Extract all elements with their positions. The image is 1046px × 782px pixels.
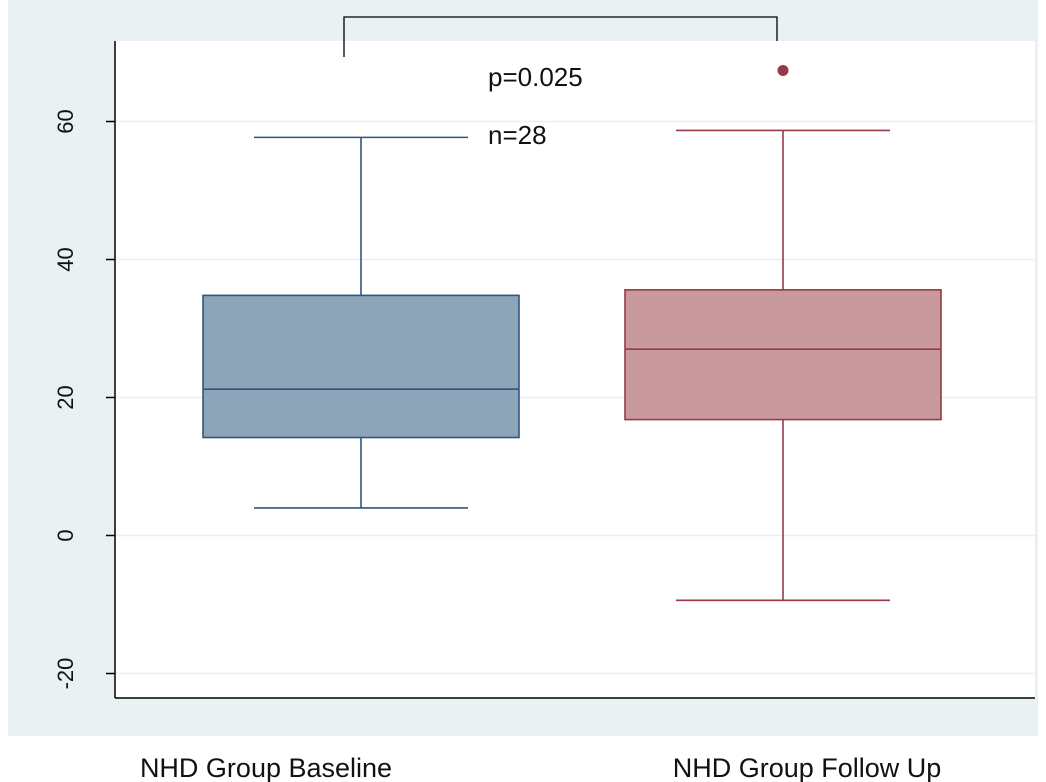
n-annotation: n=28 — [488, 120, 547, 150]
category-label-follow-up: NHD Group Follow Up — [673, 753, 942, 782]
comparison-bracket — [343, 16, 778, 57]
box-group-2 — [624, 64, 942, 602]
y-tick-label: 60 — [53, 109, 78, 133]
axes — [114, 41, 1035, 699]
iqr-box — [624, 289, 942, 421]
bracket-line — [343, 16, 778, 57]
category-label-baseline: NHD Group Baseline — [140, 753, 392, 782]
y-tick-label: 0 — [53, 529, 78, 541]
box-group-1 — [202, 136, 520, 509]
p-value-annotation: p=0.025 — [488, 62, 583, 92]
y-tick-label: 40 — [53, 247, 78, 271]
outlier-point — [777, 64, 789, 76]
y-tick-labels: -20 0 20 40 60 — [53, 109, 115, 689]
y-tick-label: -20 — [53, 658, 78, 690]
y-tick-label: 20 — [53, 385, 78, 409]
iqr-box — [202, 294, 520, 439]
boxes — [202, 64, 942, 602]
